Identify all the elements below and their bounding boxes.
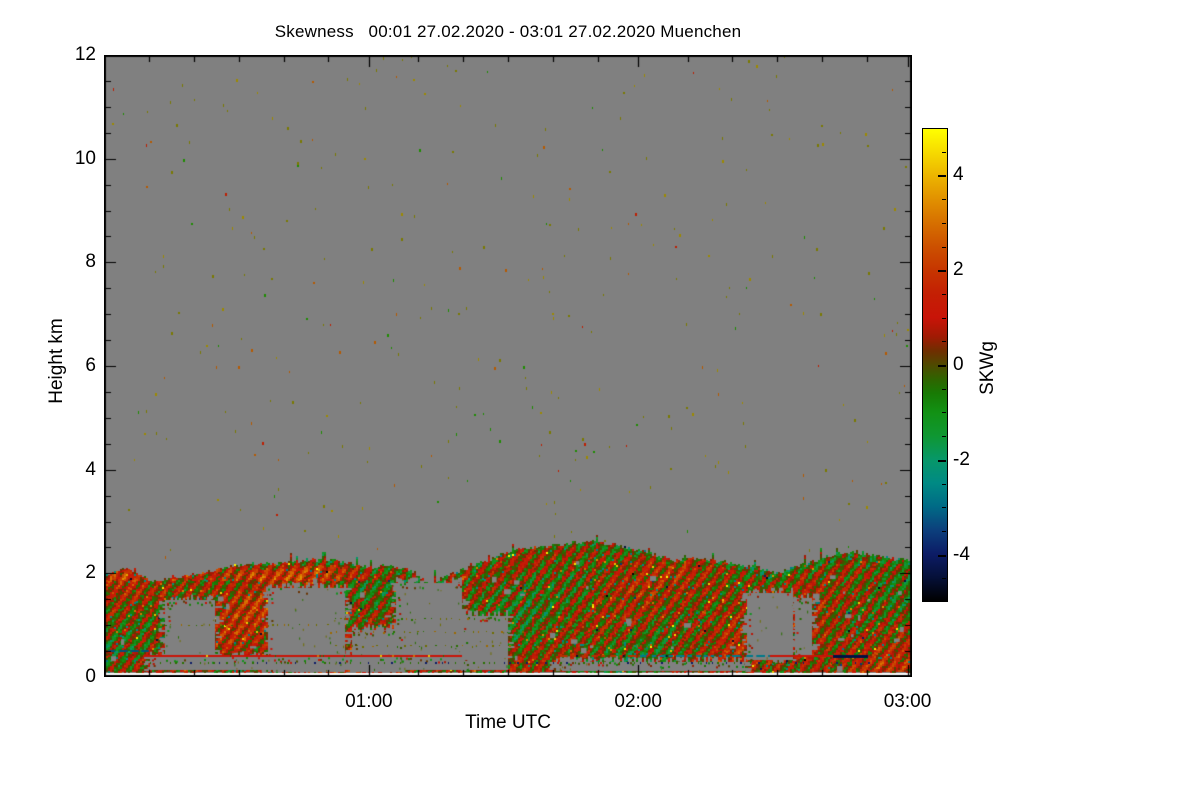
colorbar-tick [938,365,946,367]
colorbar-tick-label: 0 [953,354,964,375]
colorbar-tick-label: -2 [953,448,970,470]
colorbar-tick [942,530,946,532]
colorbar-tick [942,388,946,390]
x-tick-label: 01:00 [345,691,393,712]
x-tick-label: 02:00 [614,691,662,712]
y-tick-label: 0 [85,666,96,687]
colorbar-tick [942,199,946,201]
colorbar-tick [942,151,946,153]
colorbar-tick [942,412,946,414]
y-tick-label: 12 [74,44,96,65]
skewness-heatmap-canvas [104,55,912,677]
colorbar-tick [942,507,946,509]
colorbar-tick [942,578,946,580]
colorbar-tick [938,554,946,557]
y-tick-label: 10 [74,147,96,169]
y-tick-label: 4 [85,458,96,480]
y-tick-label: 2 [85,562,96,584]
colorbar-tick [938,270,946,273]
colorbar-tick [942,317,946,319]
colorbar-title: SKWg [977,341,998,395]
x-axis-label: Time UTC [465,712,551,733]
colorbar-tick [942,222,946,224]
colorbar-tick [938,175,946,178]
colorbar-tick [942,341,946,343]
colorbar-tick [942,293,946,295]
colorbar-tick-label: 4 [953,164,964,186]
colorbar-gradient [922,128,948,602]
colorbar-tick [942,483,946,485]
colorbar-tick-label: -4 [953,543,970,565]
y-tick-label: 6 [85,355,96,376]
x-tick-label: 03:00 [883,691,932,712]
colorbar-tick [942,246,946,248]
colorbar-tick [942,436,946,438]
y-tick-label: 8 [85,251,96,273]
colorbar-tick [938,459,946,462]
plot-title: Skewness 00:01 27.02.2020 - 03:01 27.02.… [274,22,742,41]
colorbar-tick-label: 2 [953,259,964,281]
